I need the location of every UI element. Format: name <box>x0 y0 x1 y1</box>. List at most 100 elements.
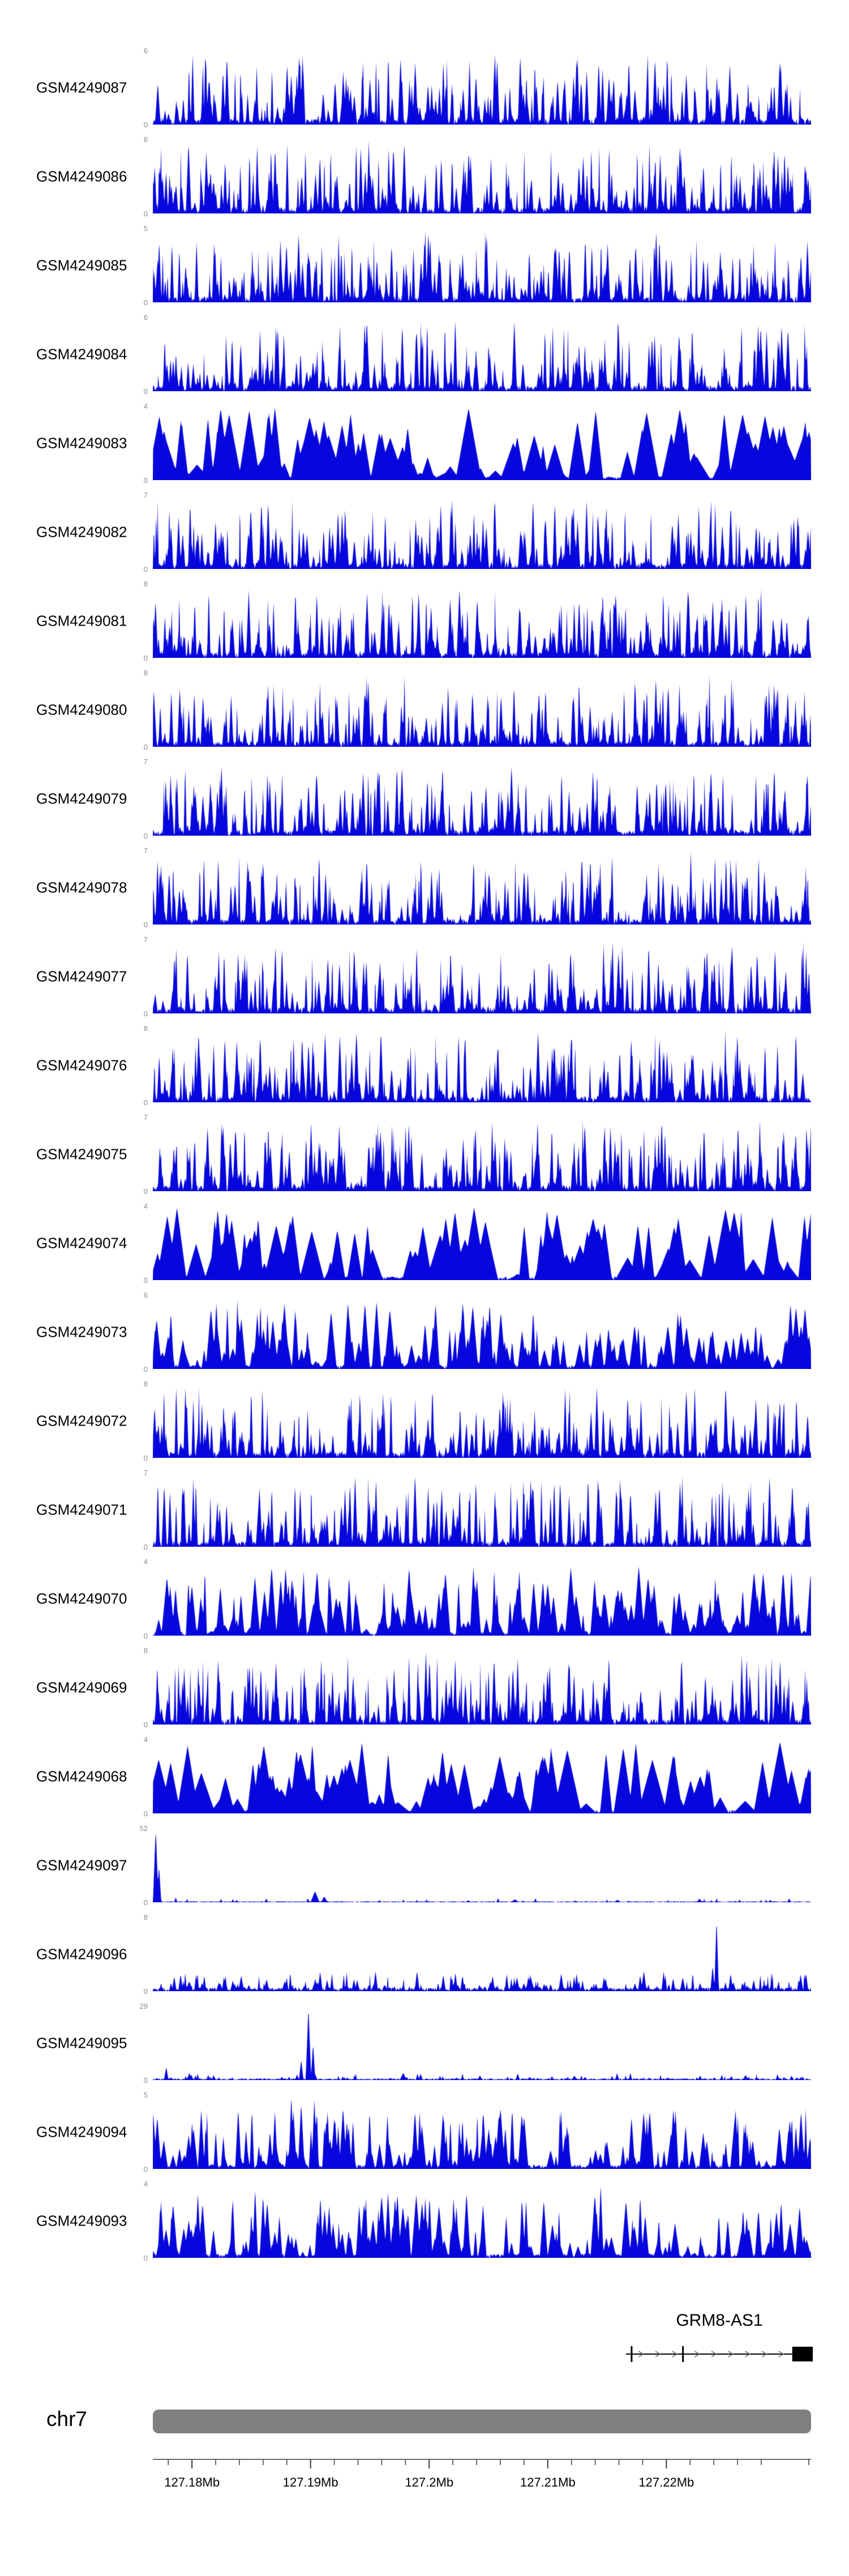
track-ymin-label: 0 <box>143 743 148 751</box>
track-label: GSM4249096 <box>36 1945 127 1963</box>
chromosome-ideogram <box>153 2410 811 2433</box>
track-row: GSM4249094 5 0 <box>0 2091 849 2173</box>
track-ymax-label: 8 <box>143 580 148 588</box>
track-ymax-label: 52 <box>139 1824 148 1833</box>
track-signal-plot <box>153 1473 811 1547</box>
genome-axis: 127.18Mb 127.19Mb 127.2Mb 127.21Mb 127.22Mb <box>153 2459 811 2489</box>
track-label: GSM4249077 <box>36 968 127 985</box>
track-label: GSM4249085 <box>36 256 127 274</box>
track-ymin-label: 0 <box>143 2254 148 2262</box>
track-signal-plot <box>153 673 811 747</box>
track-ymin-label: 0 <box>143 1898 148 1907</box>
track-signal-plot <box>153 1206 811 1280</box>
track-label: GSM4249073 <box>36 1323 127 1341</box>
track-ymax-label: 4 <box>143 402 148 410</box>
track-label: GSM4249095 <box>36 2034 127 2052</box>
track-signal-plot <box>153 229 811 302</box>
track-ymin-label: 0 <box>143 476 148 485</box>
track-label: GSM4249082 <box>36 523 127 541</box>
track-signal-plot <box>153 1562 811 1636</box>
axis-tick-label: 127.18Mb <box>164 2475 220 2489</box>
track-ymax-label: 7 <box>143 758 148 766</box>
track-ymax-label: 8 <box>143 669 148 677</box>
track-label: GSM4249075 <box>36 1145 127 1163</box>
track-row: GSM4249078 7 0 <box>0 846 849 929</box>
track-row: GSM4249072 8 0 <box>0 1380 849 1462</box>
track-signal-plot <box>153 1118 811 1191</box>
track-row: GSM4249077 7 0 <box>0 935 849 1018</box>
track-signal-plot <box>153 940 811 1013</box>
track-row: GSM4249081 8 0 <box>0 580 849 662</box>
track-ymax-label: 6 <box>143 46 148 55</box>
track-signal-plot <box>153 1295 811 1369</box>
track-ymax-label: 4 <box>143 1202 148 1210</box>
track-row: GSM4249083 4 0 <box>0 402 849 485</box>
track-label: GSM4249097 <box>36 1856 127 1874</box>
track-row: GSM4249070 4 0 <box>0 1557 849 1640</box>
track-ymin-label: 0 <box>143 2076 148 2085</box>
axis-tick-label: 127.19Mb <box>283 2475 338 2489</box>
track-signal-plot <box>153 1651 811 1725</box>
track-ymax-label: 4 <box>143 2180 148 2188</box>
track-row: GSM4249073 6 0 <box>0 1291 849 1373</box>
track-signal-plot <box>153 495 811 569</box>
track-row: GSM4249096 8 0 <box>0 1913 849 1996</box>
track-signal-plot <box>153 851 811 925</box>
track-row: GSM4249075 7 0 <box>0 1113 849 1196</box>
track-row: GSM4249086 8 0 <box>0 135 849 218</box>
track-ymax-label: 7 <box>143 935 148 944</box>
track-ymin-label: 0 <box>143 1276 148 1285</box>
track-label: GSM4249071 <box>36 1501 127 1518</box>
track-label: GSM4249069 <box>36 1679 127 1696</box>
track-ymin-label: 0 <box>143 921 148 929</box>
track-ymax-label: 8 <box>143 135 148 144</box>
track-label: GSM4249080 <box>36 701 127 718</box>
track-label: GSM4249086 <box>36 168 127 185</box>
track-signal-plot <box>153 1829 811 1902</box>
track-signal-plot <box>153 2095 811 2169</box>
track-ymin-label: 0 <box>143 1987 148 1996</box>
track-signal-plot <box>153 1029 811 1102</box>
track-row: GSM4249071 7 0 <box>0 1469 849 1551</box>
track-ymax-label: 8 <box>143 1646 148 1655</box>
track-label: GSM4249094 <box>36 2123 127 2141</box>
track-ymin-label: 0 <box>143 1809 148 1818</box>
track-signal-plot <box>153 2184 811 2258</box>
track-signal-plot <box>153 584 811 658</box>
track-row: GSM4249074 4 0 <box>0 1202 849 1285</box>
track-ymax-label: 7 <box>143 1469 148 1477</box>
track-signal-plot <box>153 406 811 480</box>
track-signal-plot <box>153 318 811 391</box>
strand-arrow-icon <box>711 2351 717 2357</box>
gene-model <box>626 2346 813 2362</box>
strand-arrow-icon <box>778 2351 784 2357</box>
track-ymin-label: 0 <box>143 298 148 307</box>
track-label: GSM4249074 <box>36 1234 127 1252</box>
track-label: GSM4249093 <box>36 2212 127 2230</box>
axis-tick-label: 127.21Mb <box>520 2475 576 2489</box>
strand-arrow-icon <box>694 2351 700 2357</box>
track-ymax-label: 7 <box>143 1113 148 1122</box>
track-row: GSM4249080 8 0 <box>0 669 849 751</box>
track-ymin-label: 0 <box>143 565 148 574</box>
axis-tick-label: 127.2Mb <box>405 2475 453 2489</box>
track-signal-plot <box>153 2006 811 2080</box>
track-ymin-label: 0 <box>143 1187 148 1196</box>
track-row: GSM4249097 52 0 <box>0 1824 849 1907</box>
track-label: GSM4249072 <box>36 1412 127 1430</box>
chromosome-label: chr7 <box>46 2407 87 2430</box>
track-ymin-label: 0 <box>143 1454 148 1462</box>
track-label: GSM4249087 <box>36 79 127 96</box>
track-row: GSM4249082 7 0 <box>0 491 849 574</box>
track-label: GSM4249078 <box>36 879 127 896</box>
track-label: GSM4249070 <box>36 1590 127 1607</box>
track-row: GSM4249093 4 0 <box>0 2180 849 2262</box>
track-ymax-label: 4 <box>143 1735 148 1744</box>
track-signal-plot <box>153 140 811 213</box>
track-row: GSM4249084 6 0 <box>0 313 849 396</box>
track-signal-plot <box>153 1918 811 1991</box>
track-ymax-label: 8 <box>143 1024 148 1033</box>
track-ymax-label: 6 <box>143 313 148 322</box>
track-row: GSM4249068 4 0 <box>0 1735 849 1818</box>
